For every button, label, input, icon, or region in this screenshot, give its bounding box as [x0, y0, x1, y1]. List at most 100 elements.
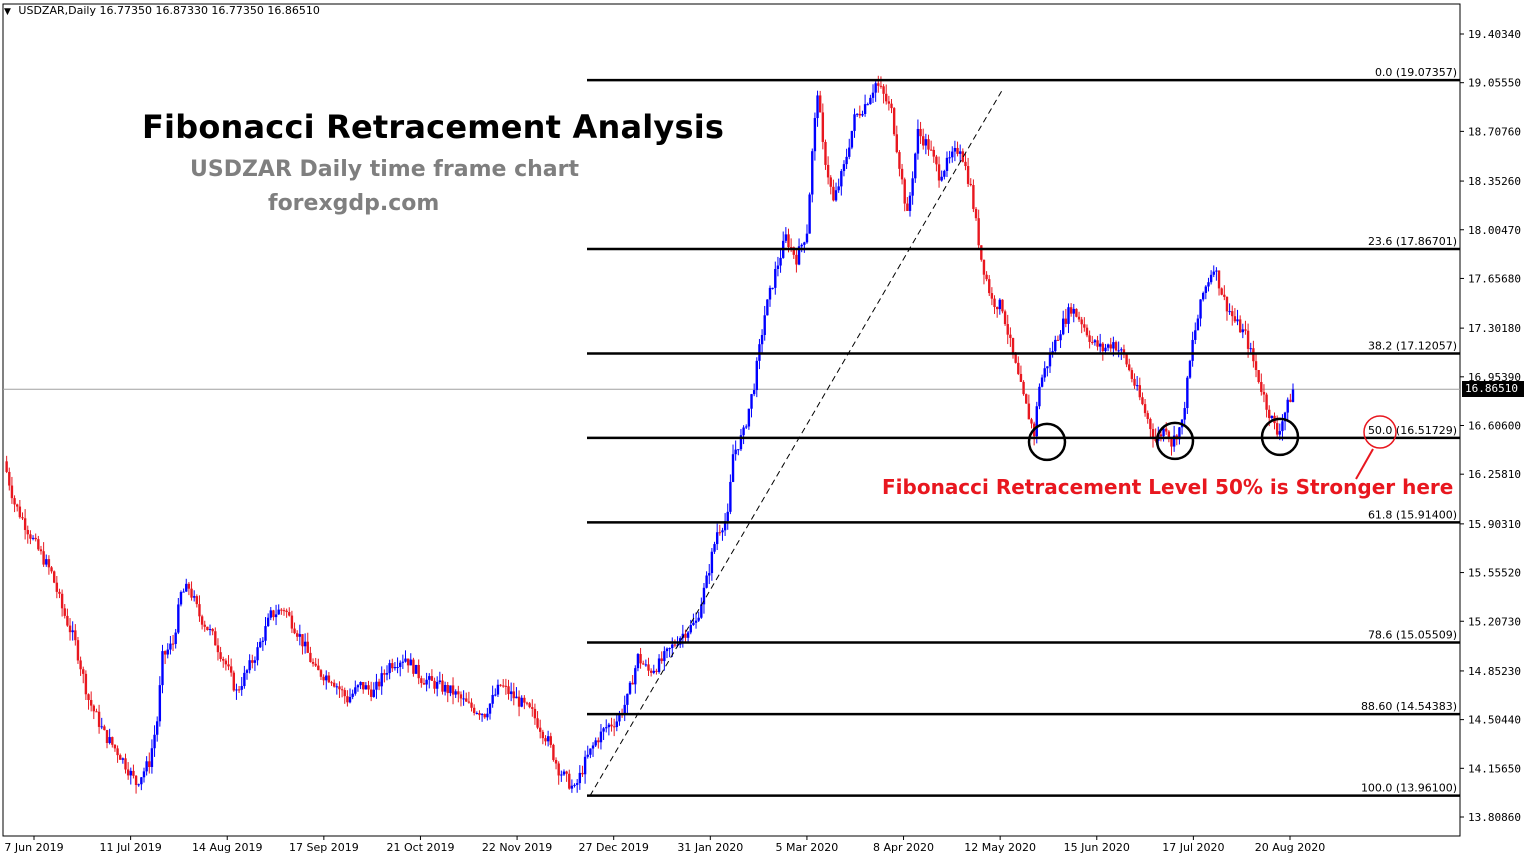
- candle-body: [153, 734, 156, 749]
- candle-body: [227, 664, 230, 667]
- candle-body: [388, 663, 391, 674]
- candle-body: [853, 114, 856, 131]
- candle-body: [1172, 435, 1176, 447]
- candle-body: [148, 761, 151, 768]
- x-tick-label: 8 Apr 2020: [873, 841, 934, 854]
- candle-body: [768, 287, 772, 300]
- candle-body: [1035, 406, 1038, 437]
- candle-body: [137, 784, 140, 786]
- candle-body: [863, 104, 867, 115]
- candle-body: [84, 673, 88, 695]
- candle-body: [229, 666, 233, 673]
- x-tick-label: 31 Jan 2020: [677, 841, 743, 854]
- candle-body: [842, 164, 846, 172]
- candle-body: [689, 624, 692, 633]
- candle-body: [829, 177, 832, 187]
- candle-body: [1191, 339, 1194, 361]
- candle-body: [470, 702, 473, 708]
- candle-body: [599, 731, 603, 743]
- candle-body: [605, 727, 608, 729]
- candle-body: [568, 773, 571, 789]
- candle-body: [377, 681, 381, 687]
- dropdown-triangle-icon[interactable]: ▼: [4, 7, 11, 17]
- candle-body: [1260, 382, 1263, 392]
- candle-body: [325, 675, 328, 681]
- candle-body: [948, 157, 951, 159]
- fib-level-label: 88.60 (14.54383): [1361, 700, 1457, 713]
- candle-body: [671, 644, 674, 649]
- candle-body: [142, 771, 146, 778]
- candle-body: [317, 665, 320, 671]
- candle-body: [539, 727, 542, 732]
- candle-body: [1262, 391, 1266, 395]
- candle-body: [185, 583, 188, 592]
- candle-body: [956, 147, 959, 154]
- candle-body: [1233, 316, 1237, 322]
- candle-body: [824, 141, 827, 165]
- candle-body: [945, 157, 949, 171]
- trend-line: [589, 90, 1003, 797]
- candle-body: [1091, 341, 1094, 343]
- candle-body: [673, 644, 677, 646]
- candle-body: [1093, 340, 1097, 343]
- candle-body: [729, 481, 732, 512]
- candle-body: [700, 604, 703, 618]
- candle-body: [951, 151, 954, 158]
- candle-body: [177, 604, 180, 633]
- candle-body: [161, 651, 164, 686]
- candle-body: [792, 247, 795, 255]
- candle-body: [1046, 366, 1049, 369]
- candle-body: [837, 186, 840, 191]
- candle-body: [639, 654, 642, 664]
- candle-body: [623, 704, 626, 714]
- candle-body: [1038, 386, 1041, 407]
- candle-body: [1072, 308, 1075, 314]
- candle-body: [848, 147, 851, 157]
- fib-level-label: 0.0 (19.07357): [1375, 66, 1457, 79]
- fib-level-label: 61.8 (15.91400): [1368, 508, 1457, 521]
- candle-body: [1104, 347, 1107, 352]
- candle-body: [927, 139, 930, 150]
- candle-body: [327, 675, 331, 683]
- candle-body: [1265, 394, 1268, 410]
- candle-body: [1223, 294, 1226, 297]
- candle-body: [1170, 439, 1173, 447]
- candle-body: [462, 698, 465, 700]
- candle-body: [805, 233, 809, 243]
- candle-body: [570, 785, 574, 789]
- candle-body: [660, 658, 663, 662]
- candle-body: [1040, 377, 1044, 387]
- candle-body: [124, 758, 127, 770]
- candle-body: [536, 718, 539, 728]
- candle-body: [636, 654, 640, 669]
- candle-body: [441, 680, 444, 692]
- candle-body: [1006, 324, 1009, 335]
- candle-body: [31, 537, 35, 539]
- candle-body: [277, 609, 280, 615]
- candle-body: [1098, 343, 1102, 347]
- candle-body: [969, 183, 972, 186]
- candle-body: [631, 682, 634, 685]
- candle-body: [718, 532, 722, 534]
- candle-body: [890, 103, 893, 109]
- candle-body: [1122, 349, 1126, 355]
- candle-body: [37, 539, 40, 550]
- candle-body: [391, 663, 394, 669]
- candle-body: [451, 685, 455, 695]
- candle-body: [282, 610, 286, 612]
- candle-body: [882, 86, 885, 94]
- candle-body: [288, 612, 291, 616]
- candle-body: [731, 454, 735, 482]
- candle-body: [23, 518, 27, 530]
- candle-body: [1220, 288, 1223, 295]
- candle-body: [713, 544, 716, 552]
- candle-body: [1014, 353, 1017, 363]
- candle-body: [1186, 377, 1189, 409]
- candle-body: [597, 740, 600, 743]
- x-tick-label: 20 Aug 2020: [1255, 841, 1325, 854]
- candle-body: [362, 682, 365, 690]
- candle-body: [1281, 421, 1284, 432]
- y-tick-label: 15.90310: [1468, 518, 1521, 531]
- candle-body: [1030, 419, 1033, 424]
